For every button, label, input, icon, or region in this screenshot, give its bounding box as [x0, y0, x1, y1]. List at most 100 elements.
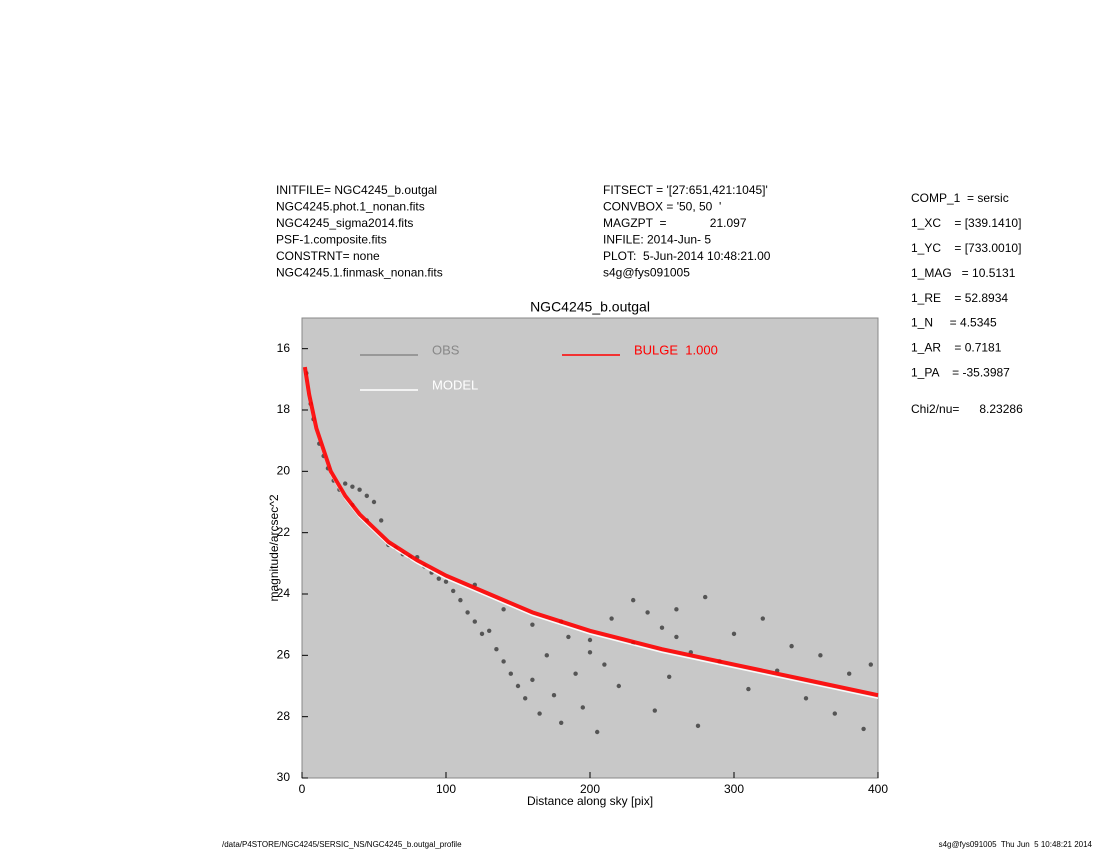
y-tick-label: 16: [277, 341, 291, 355]
param-line: 1_N = 4.5345: [911, 316, 997, 330]
obs-point: [760, 616, 765, 621]
obs-point: [847, 671, 852, 676]
obs-point: [695, 723, 701, 729]
legend-label: BULGE 1.000: [634, 342, 718, 357]
obs-point: [523, 696, 528, 701]
x-axis-label: Distance along sky [pix]: [527, 794, 653, 808]
param-line: 1_RE = 52.8934: [911, 291, 1008, 305]
info-line: MAGZPT = 21.097: [603, 216, 747, 230]
obs-point: [731, 631, 737, 637]
param-line: 1_PA = -35.3987: [911, 365, 1010, 379]
chart-title: NGC4245_b.outgal: [530, 299, 650, 315]
obs-point: [343, 481, 348, 486]
obs-point: [501, 607, 506, 612]
info-line: NGC4245.1.finmask_nonan.fits: [276, 266, 443, 280]
param-line: 1_MAG = 10.5131: [911, 266, 1016, 280]
obs-point: [530, 622, 535, 627]
obs-point: [616, 683, 621, 689]
obs-point: [436, 576, 441, 581]
model-line: [302, 366, 879, 698]
y-tick-label: 30: [277, 770, 291, 784]
info-line: INFILE: 2014-Jun- 5: [603, 233, 711, 247]
obs-point: [472, 619, 477, 624]
y-tick-label: 22: [277, 525, 291, 539]
obs-point: [573, 671, 578, 676]
info-line: FITSECT = '[27:651,421:1045]': [603, 183, 768, 197]
obs-point: [379, 518, 384, 523]
x-tick-label: 0: [299, 782, 306, 796]
y-tick-label: 24: [277, 586, 291, 600]
obs-point: [494, 647, 499, 652]
param-line: 1_XC = [339.1410]: [911, 216, 1021, 230]
obs-point: [674, 634, 679, 640]
obs-point: [818, 653, 823, 658]
obs-point: [861, 726, 866, 732]
obs-point: [479, 631, 485, 637]
footer-left: /data/P4STORE/NGC4245/SERSIC_NS/NGC4245_…: [222, 840, 462, 849]
obs-point: [451, 588, 456, 594]
y-tick-label: 28: [277, 709, 291, 723]
obs-point: [537, 711, 542, 716]
obs-point: [371, 499, 377, 505]
obs-point: [364, 493, 369, 499]
plot-area: [301, 317, 879, 779]
x-tick-label: 300: [724, 782, 744, 796]
obs-point: [631, 597, 636, 603]
obs-point: [587, 637, 593, 643]
info-line: CONSTRNT= none: [276, 249, 380, 263]
obs-point: [652, 708, 657, 713]
y-tick-label: 18: [277, 402, 291, 416]
obs-point: [674, 607, 679, 612]
obs-point: [789, 643, 794, 649]
obs-point: [465, 610, 470, 615]
obs-point: [803, 696, 809, 701]
y-tick-label: 20: [277, 464, 291, 478]
x-tick-label: 200: [580, 782, 600, 796]
x-tick-label: 400: [868, 782, 888, 796]
obs-point: [746, 686, 751, 692]
obs-point: [587, 650, 593, 655]
obs-point: [602, 662, 607, 667]
param-line: COMP_1 = sersic: [911, 191, 1009, 205]
obs-point: [659, 625, 665, 630]
obs-point: [868, 662, 873, 667]
param-line: 1_AR = 0.7181: [911, 341, 1002, 355]
info-line: INITFILE= NGC4245_b.outgal: [276, 183, 437, 197]
obs-point: [559, 720, 564, 725]
obs-point: [508, 671, 513, 676]
obs-point: [544, 653, 549, 658]
legend-label: MODEL: [432, 377, 478, 392]
obs-point: [595, 729, 600, 735]
obs-point: [443, 579, 449, 584]
x-tick-label: 100: [436, 782, 456, 796]
obs-point: [357, 487, 362, 492]
info-line: s4g@fys091005: [603, 266, 690, 280]
chi2: Chi2/nu= 8.23286: [911, 402, 1023, 416]
obs-point: [458, 597, 463, 603]
y-axis-label: magnitude/arcsec^2: [267, 494, 281, 601]
obs-point: [487, 628, 492, 633]
info-line: NGC4245.phot.1_nonan.fits: [276, 200, 425, 214]
info-line: PLOT: 5-Jun-2014 10:48:21.00: [603, 249, 771, 263]
y-tick-label: 26: [277, 648, 291, 662]
obs-point: [350, 484, 355, 489]
footer-right: s4g@fys091005 Thu Jun 5 10:48:21 2014: [939, 840, 1093, 849]
obs-point: [501, 659, 506, 664]
obs-point: [566, 634, 571, 640]
obs-point: [645, 610, 650, 615]
obs-point: [667, 674, 672, 679]
obs-point: [515, 683, 521, 689]
obs-point: [551, 693, 557, 698]
info-line: PSF-1.composite.fits: [276, 233, 387, 247]
plot-marks: [302, 366, 879, 735]
obs-point: [832, 711, 837, 716]
obs-point: [609, 616, 614, 621]
legend-label: OBS: [432, 342, 460, 357]
obs-point: [530, 677, 535, 683]
obs-point: [703, 594, 708, 600]
info-line: CONVBOX = '50, 50 ': [603, 200, 721, 214]
param-line: 1_YC = [733.0010]: [911, 241, 1021, 255]
obs-point: [580, 705, 585, 710]
